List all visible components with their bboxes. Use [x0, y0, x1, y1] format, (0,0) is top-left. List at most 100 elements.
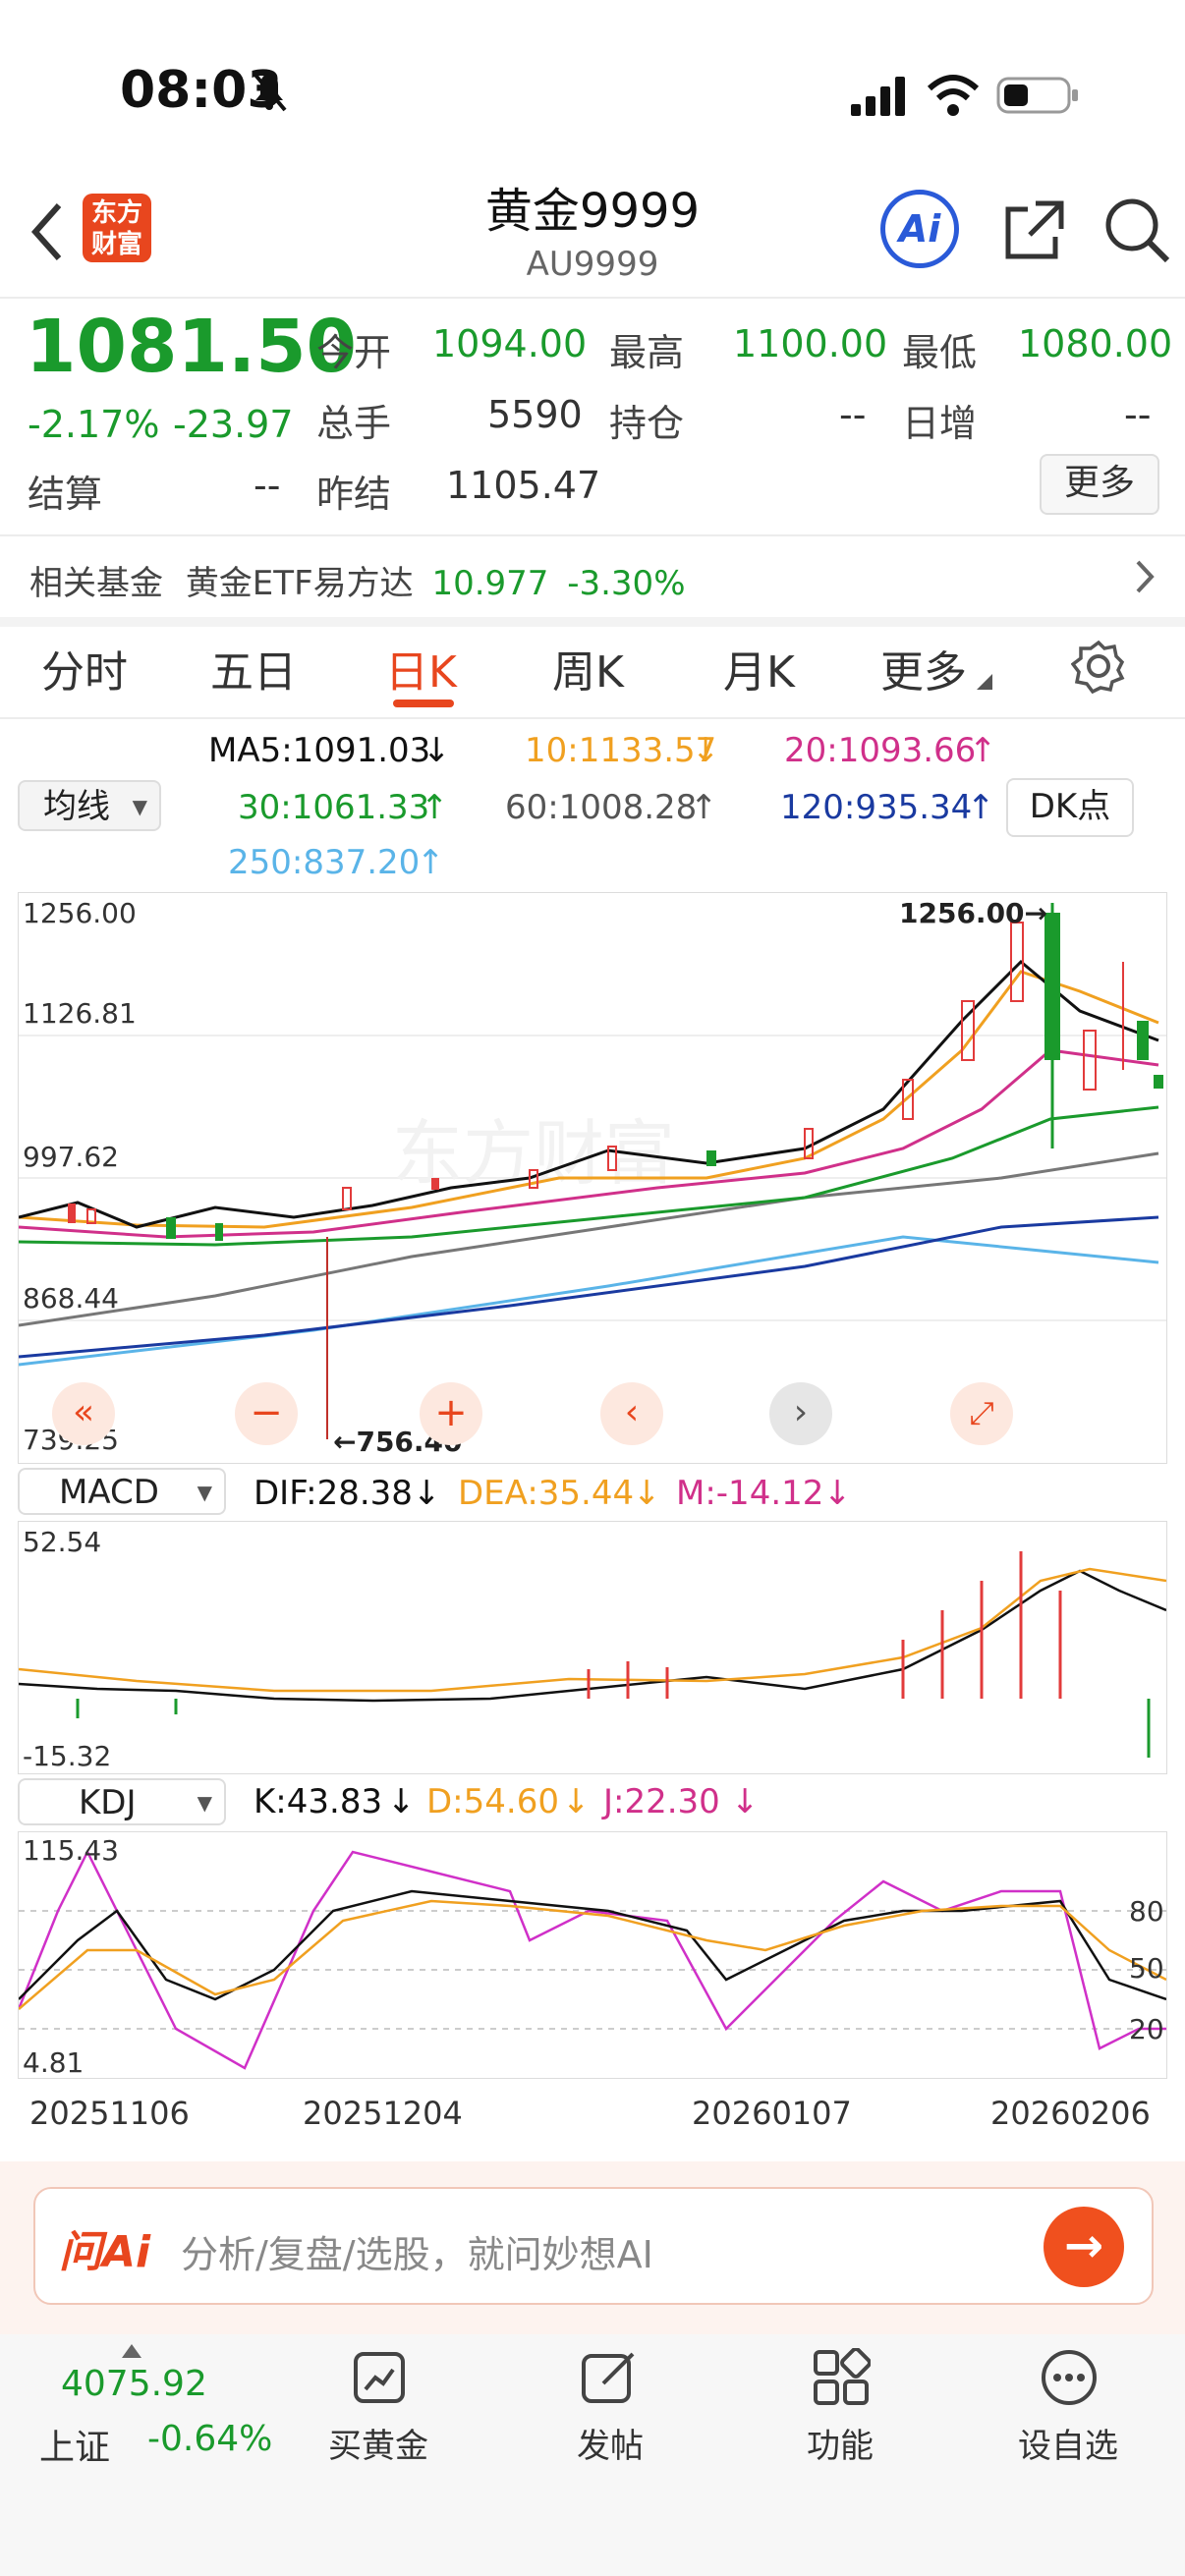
ai-brand: 问Ai	[59, 2227, 151, 2277]
field-value: 1100.00	[733, 322, 888, 365]
fullscreen-icon[interactable]: ⤢	[950, 1382, 1013, 1445]
zoom-out-icon[interactable]: −	[235, 1382, 298, 1445]
index-value[interactable]: 4075.92	[61, 2364, 207, 2404]
dk-label: DK点	[1029, 787, 1111, 826]
kdj-y-bottom: 4.81	[23, 2046, 85, 2079]
macd-dea: DEA:35.44	[458, 1474, 635, 1513]
chevron-right-icon[interactable]	[1132, 556, 1157, 597]
kdj-selector-label: KDJ	[79, 1783, 137, 1822]
caret-down-icon: ▼	[132, 795, 147, 818]
ma120-up-arrow: ↑	[967, 788, 995, 827]
field-value: --	[1124, 393, 1152, 436]
tab-five-day[interactable]: 五日	[210, 647, 297, 698]
high-marker: 1256.00→	[899, 897, 1047, 929]
macd-dif: DIF:28.38	[254, 1474, 413, 1513]
macd-m-arrow: ↓	[823, 1474, 852, 1513]
tab-weekly-k[interactable]: 周K	[552, 647, 624, 698]
nav-post[interactable]: 发帖	[577, 2427, 644, 2466]
tab-more[interactable]: 更多	[880, 647, 967, 698]
field-value: --	[254, 464, 281, 507]
signal-icon	[851, 77, 905, 116]
tab-daily-k[interactable]: 日K	[385, 647, 457, 698]
ma30-value: 30:1061.33	[238, 788, 430, 827]
kdj-svg	[19, 1849, 1166, 2070]
more-button[interactable]: 更多	[1040, 454, 1159, 515]
related-fund-row[interactable]: 相关基金 黄金ETF易方达 10.977 -3.30%	[29, 556, 686, 604]
price-value: 1081.50	[26, 305, 358, 389]
ma5-down-arrow: ↓	[423, 731, 451, 770]
page-title: 黄金9999	[484, 184, 701, 239]
post-edit-icon[interactable]	[580, 2348, 639, 2407]
kdj-k-arrow: ↓	[387, 1782, 416, 1821]
field-label: 结算	[28, 473, 103, 516]
kdj-level-50: 50	[1129, 1952, 1164, 1985]
fund-change: -3.30%	[567, 564, 686, 603]
nav-functions[interactable]: 功能	[807, 2427, 874, 2466]
bottom-navigation	[0, 2334, 1185, 2576]
ai-search-box[interactable]: 问Ai 分析/复盘/选股，就问妙想AI →	[33, 2187, 1154, 2305]
kdj-level-20: 20	[1129, 2013, 1164, 2045]
caret-down-icon: ▼	[197, 1791, 212, 1815]
field-label: 最低	[902, 331, 978, 374]
ai-button[interactable]: Ai	[880, 190, 959, 268]
step-right-icon[interactable]: ›	[769, 1382, 832, 1445]
kdj-j: J:22.30	[603, 1782, 720, 1821]
kline-chart[interactable]: 东方财富	[18, 892, 1167, 1464]
macd-selector[interactable]: MACD ▼	[18, 1468, 226, 1515]
tab-active-indicator	[393, 700, 454, 707]
back-arrow-icon[interactable]	[28, 201, 67, 262]
tab-monthly-k[interactable]: 月K	[723, 647, 795, 698]
date-label: 20251106	[29, 2095, 190, 2132]
change-amount: -23.97	[173, 403, 294, 446]
ma250-value: 250:837.20	[228, 843, 421, 882]
ma10-down-arrow: ↓	[692, 731, 720, 770]
tab-intraday[interactable]: 分时	[41, 647, 128, 698]
step-left-icon[interactable]: ‹	[600, 1382, 663, 1445]
ma60-up-arrow: ↑	[690, 788, 718, 827]
y-axis-label: 868.44	[23, 1282, 119, 1315]
y-axis-label: 1126.81	[23, 997, 137, 1030]
kdj-k: K:43.83	[254, 1782, 383, 1821]
macd-selector-label: MACD	[59, 1473, 159, 1512]
instrument-code: AU9999	[526, 245, 659, 284]
zoom-in-icon[interactable]: +	[420, 1382, 482, 1445]
macd-dif-arrow: ↓	[413, 1474, 441, 1513]
field-label: 最高	[609, 331, 685, 374]
nav-buy-gold[interactable]: 买黄金	[328, 2427, 428, 2466]
nav-watchlist[interactable]: 设自选	[1018, 2427, 1118, 2466]
functions-grid-icon[interactable]	[812, 2348, 871, 2407]
ma20-value: 20:1093.66	[784, 731, 977, 770]
buy-gold-icon[interactable]	[352, 2350, 407, 2405]
field-label: 总手	[316, 402, 392, 445]
ma-selector[interactable]: 均线 ▼	[18, 780, 161, 831]
share-icon[interactable]	[1002, 197, 1067, 262]
app-logo[interactable]: 东方 财富	[83, 194, 151, 262]
ai-submit-arrow-icon[interactable]: →	[1044, 2207, 1124, 2287]
kdj-selector[interactable]: KDJ ▼	[18, 1778, 226, 1825]
ma-selector-label: 均线	[43, 787, 110, 826]
kdj-j-arrow: ↓	[731, 1782, 760, 1821]
fund-label: 相关基金	[29, 564, 163, 603]
field-label: 日增	[902, 402, 978, 445]
ai-placeholder: 分析/复盘/选股，就问妙想AI	[181, 2233, 653, 2276]
field-label: 今开	[316, 331, 392, 374]
ma30-up-arrow: ↑	[421, 788, 449, 827]
dk-point-button[interactable]: DK点	[1006, 778, 1134, 837]
field-label: 昨结	[316, 473, 392, 516]
field-value: --	[839, 393, 867, 436]
macd-histogram	[76, 1551, 1151, 1758]
macd-dea-arrow: ↓	[633, 1474, 661, 1513]
fund-name: 黄金ETF易方达	[185, 564, 414, 603]
search-icon[interactable]	[1102, 196, 1171, 264]
macd-chart[interactable]: 52.54 -15.32	[18, 1521, 1167, 1774]
more-dots-icon[interactable]	[1040, 2348, 1099, 2407]
status-time: 08:03	[120, 61, 283, 120]
ma60-value: 60:1008.28	[505, 788, 698, 827]
settings-gear-icon[interactable]	[1071, 639, 1126, 694]
candles	[68, 903, 1163, 1439]
wifi-icon	[928, 75, 979, 116]
scroll-left-fast-icon[interactable]: «	[52, 1382, 115, 1445]
field-value: 1105.47	[446, 464, 601, 507]
macd-svg	[19, 1551, 1166, 1758]
kdj-chart[interactable]: 115.43 4.81 80 50 20	[18, 1831, 1167, 2079]
